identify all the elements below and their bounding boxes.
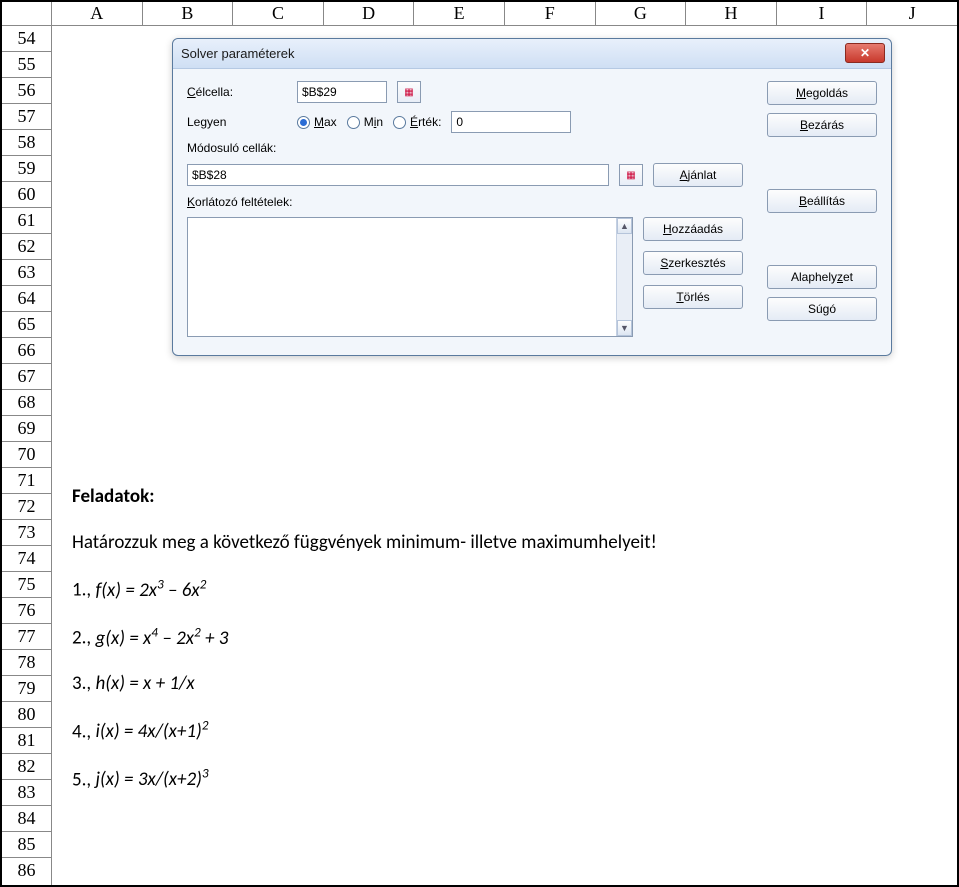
radio-dot-icon <box>393 116 406 129</box>
row-header[interactable]: 86 <box>2 858 51 884</box>
target-cell-input[interactable] <box>297 81 387 103</box>
column-header[interactable]: I <box>777 2 868 25</box>
body-area: 5455565758596061626364656667686970717273… <box>2 26 957 885</box>
target-ref-button[interactable]: ▦ <box>397 81 421 103</box>
row-header[interactable]: 73 <box>2 520 51 546</box>
radio-dot-icon <box>347 116 360 129</box>
exercise-4: 4., i(x) = 4x/(x+1)2 <box>72 717 872 745</box>
column-header[interactable]: G <box>596 2 687 25</box>
constraints-listbox[interactable]: ▲ ▼ <box>187 217 633 337</box>
row-header[interactable]: 70 <box>2 442 51 468</box>
column-header[interactable]: F <box>505 2 596 25</box>
row-header[interactable]: 74 <box>2 546 51 572</box>
close-icon: ✕ <box>860 46 870 60</box>
row-header[interactable]: 85 <box>2 832 51 858</box>
exercise-2: 2., g(x) = x4 – 2x2 + 3 <box>72 623 872 651</box>
exercise-intro: Határozzuk meg a következő függvények mi… <box>72 530 872 556</box>
row-headers: 5455565758596061626364656667686970717273… <box>2 26 52 885</box>
radio-max[interactable]: Max <box>297 115 337 129</box>
row-header[interactable]: 62 <box>2 234 51 260</box>
row-header[interactable]: 59 <box>2 156 51 182</box>
close-button[interactable]: ✕ <box>845 43 885 63</box>
row-header[interactable]: 60 <box>2 182 51 208</box>
row-header[interactable]: 75 <box>2 572 51 598</box>
dialog-titlebar[interactable]: Solver paraméterek ✕ <box>173 39 891 69</box>
collapse-icon: ▦ <box>626 170 635 181</box>
exercise-text: Feladatok: Határozzuk meg a következő fü… <box>72 484 872 813</box>
constraints-label: Korlátozó feltételek: <box>187 195 317 209</box>
close-text-button[interactable]: Bezárás <box>767 113 877 137</box>
radio-max-label: Max <box>314 115 337 129</box>
row-header[interactable]: 67 <box>2 364 51 390</box>
row-header[interactable]: 78 <box>2 650 51 676</box>
row-header[interactable]: 71 <box>2 468 51 494</box>
solver-dialog: Solver paraméterek ✕ Célcella: ▦ Legyen … <box>172 38 892 356</box>
column-header[interactable]: C <box>233 2 324 25</box>
radio-min-label: Min <box>364 115 383 129</box>
column-header[interactable]: A <box>52 2 143 25</box>
dialog-side-column: Megoldás Bezárás Beállítás Alaphelyzet S… <box>767 81 877 337</box>
column-headers: ABCDEFGHIJ <box>2 2 957 26</box>
column-header[interactable]: D <box>324 2 415 25</box>
row-header[interactable]: 83 <box>2 780 51 806</box>
exercise-title: Feladatok: <box>72 484 872 510</box>
dialog-body: Célcella: ▦ Legyen Max Min Érték: Módosu… <box>173 69 891 355</box>
radio-dot-icon <box>297 116 310 129</box>
solve-button[interactable]: Megoldás <box>767 81 877 105</box>
column-header[interactable]: E <box>414 2 505 25</box>
row-header[interactable]: 55 <box>2 52 51 78</box>
help-button[interactable]: Súgó <box>767 297 877 321</box>
row-header[interactable]: 63 <box>2 260 51 286</box>
changing-ref-button[interactable]: ▦ <box>619 164 643 186</box>
exercise-1: 1., f(x) = 2x3 – 6x2 <box>72 575 872 603</box>
changing-cells-label: Módosuló cellák: <box>187 141 317 155</box>
row-header[interactable]: 54 <box>2 26 51 52</box>
radio-value[interactable]: Érték: <box>393 115 441 129</box>
edit-button[interactable]: Szerkesztés <box>643 251 743 275</box>
scrollbar[interactable]: ▲ ▼ <box>616 218 632 336</box>
scroll-down-icon[interactable]: ▼ <box>617 320 632 336</box>
target-cell-label: Célcella: <box>187 85 287 99</box>
changing-cells-input[interactable] <box>187 164 609 186</box>
column-header[interactable]: J <box>867 2 957 25</box>
add-button[interactable]: Hozzáadás <box>643 217 743 241</box>
column-header[interactable]: H <box>686 2 777 25</box>
options-button[interactable]: Beállítás <box>767 189 877 213</box>
row-header[interactable]: 56 <box>2 78 51 104</box>
row-header[interactable]: 72 <box>2 494 51 520</box>
exercise-3: 3., h(x) = x + 1/x <box>72 671 872 697</box>
row-header[interactable]: 61 <box>2 208 51 234</box>
row-header[interactable]: 66 <box>2 338 51 364</box>
sheet-content: Solver paraméterek ✕ Célcella: ▦ Legyen … <box>52 26 957 885</box>
row-header[interactable]: 79 <box>2 676 51 702</box>
row-header[interactable]: 57 <box>2 104 51 130</box>
row-header[interactable]: 81 <box>2 728 51 754</box>
page-frame: ABCDEFGHIJ 54555657585960616263646566676… <box>0 0 959 887</box>
value-input[interactable] <box>451 111 571 133</box>
dialog-main-column: Célcella: ▦ Legyen Max Min Érték: Módosu… <box>187 81 743 337</box>
reset-button[interactable]: Alaphelyzet <box>767 265 877 289</box>
row-header[interactable]: 65 <box>2 312 51 338</box>
dialog-title: Solver paraméterek <box>181 46 294 61</box>
row-header[interactable]: 80 <box>2 702 51 728</box>
optimize-label: Legyen <box>187 115 287 129</box>
column-header[interactable]: B <box>143 2 234 25</box>
row-header[interactable]: 58 <box>2 130 51 156</box>
delete-button[interactable]: Törlés <box>643 285 743 309</box>
row-header[interactable]: 77 <box>2 624 51 650</box>
scroll-up-icon[interactable]: ▲ <box>617 218 632 234</box>
radio-value-label: Érték: <box>410 115 441 129</box>
corner-cell <box>2 2 52 25</box>
collapse-icon: ▦ <box>404 87 413 98</box>
row-header[interactable]: 76 <box>2 598 51 624</box>
row-header[interactable]: 84 <box>2 806 51 832</box>
row-header[interactable]: 64 <box>2 286 51 312</box>
exercise-5: 5., j(x) = 3x/(x+2)3 <box>72 765 872 793</box>
row-header[interactable]: 82 <box>2 754 51 780</box>
radio-min[interactable]: Min <box>347 115 383 129</box>
row-header[interactable]: 69 <box>2 416 51 442</box>
row-header[interactable]: 68 <box>2 390 51 416</box>
suggest-button[interactable]: Ajánlat <box>653 163 743 187</box>
